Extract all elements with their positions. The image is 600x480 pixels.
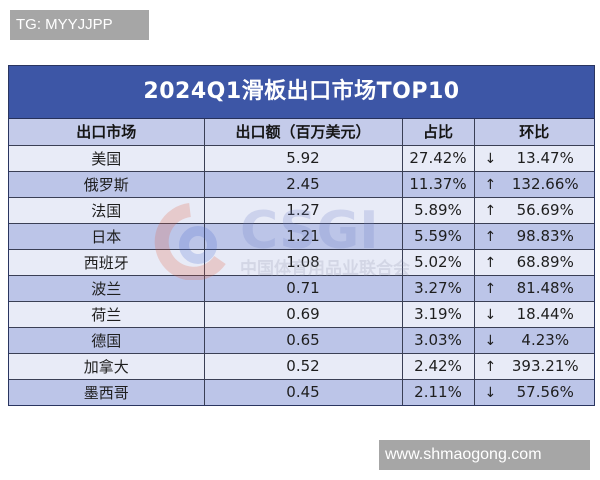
export-table-card: 2024Q1滑板出口市场TOP10 出口市场 出口额（百万美元） 占比 环比 美… <box>8 65 595 406</box>
export-amount-cell: 0.65 <box>203 326 403 354</box>
mom-value: 393.21% <box>511 357 579 375</box>
market-cell: 西班牙 <box>9 248 205 276</box>
table-row: 西班牙 1.08 5.02% ↑ 68.89% <box>9 248 594 276</box>
bottom-site-overlay: www.shmaogong.com <box>379 440 590 470</box>
table-title: 2024Q1滑板出口市场TOP10 <box>9 66 594 119</box>
mom-value: 132.66% <box>511 175 579 193</box>
table-row: 加拿大 0.52 2.42% ↑ 393.21% <box>9 352 594 380</box>
share-cell: 27.42% <box>401 144 475 172</box>
share-cell: 5.59% <box>401 222 475 250</box>
mom-value: 98.83% <box>516 227 574 245</box>
market-cell: 荷兰 <box>9 300 205 328</box>
mom-value: 13.47% <box>516 149 574 167</box>
col-header-market: 出口市场 <box>9 119 205 146</box>
market-cell: 俄罗斯 <box>9 170 205 198</box>
mom-value: 81.48% <box>516 279 574 297</box>
share-cell: 11.37% <box>401 170 475 198</box>
export-amount-cell: 1.08 <box>203 248 403 276</box>
trend-arrow-icon: ↑ <box>484 254 497 271</box>
market-cell: 德国 <box>9 326 205 354</box>
mom-cell: ↓ 57.56% <box>473 378 594 405</box>
table-row: 法国 1.27 5.89% ↑ 56.69% <box>9 196 594 224</box>
share-cell: 3.03% <box>401 326 475 354</box>
header-row: 出口市场 出口额（百万美元） 占比 环比 <box>9 119 594 146</box>
market-cell: 日本 <box>9 222 205 250</box>
market-cell: 法国 <box>9 196 205 224</box>
export-amount-cell: 0.71 <box>203 274 403 302</box>
col-header-export: 出口额（百万美元） <box>203 119 403 146</box>
export-amount-cell: 1.21 <box>203 222 403 250</box>
export-markets-table: 出口市场 出口额（百万美元） 占比 环比 美国 5.92 27.42% ↓ 13… <box>9 119 594 405</box>
mom-cell: ↑ 68.89% <box>473 248 594 276</box>
share-cell: 2.42% <box>401 352 475 380</box>
trend-arrow-icon: ↓ <box>484 306 497 323</box>
mom-cell: ↑ 132.66% <box>473 170 594 198</box>
table-row: 俄罗斯 2.45 11.37% ↑ 132.66% <box>9 170 594 198</box>
mom-value: 4.23% <box>521 331 570 349</box>
export-amount-cell: 0.69 <box>203 300 403 328</box>
share-cell: 5.02% <box>401 248 475 276</box>
trend-arrow-icon: ↑ <box>484 176 497 193</box>
export-amount-cell: 0.52 <box>203 352 403 380</box>
trend-arrow-icon: ↑ <box>484 202 497 219</box>
mom-value: 56.69% <box>516 201 574 219</box>
share-cell: 3.19% <box>401 300 475 328</box>
table-row: 德国 0.65 3.03% ↓ 4.23% <box>9 326 594 354</box>
export-amount-cell: 5.92 <box>203 144 403 172</box>
trend-arrow-icon: ↑ <box>484 358 497 375</box>
top-tag-overlay: TG: MYYJJPP <box>10 10 149 40</box>
table-row: 日本 1.21 5.59% ↑ 98.83% <box>9 222 594 250</box>
mom-cell: ↓ 18.44% <box>473 300 594 328</box>
table-row: 美国 5.92 27.42% ↓ 13.47% <box>9 144 594 172</box>
market-cell: 墨西哥 <box>9 378 205 405</box>
table-row: 墨西哥 0.45 2.11% ↓ 57.56% <box>9 378 594 405</box>
trend-arrow-icon: ↑ <box>484 280 497 297</box>
share-cell: 3.27% <box>401 274 475 302</box>
table-row: 波兰 0.71 3.27% ↑ 81.48% <box>9 274 594 302</box>
mom-cell: ↑ 393.21% <box>473 352 594 380</box>
market-cell: 波兰 <box>9 274 205 302</box>
trend-arrow-icon: ↓ <box>484 384 497 401</box>
mom-cell: ↑ 56.69% <box>473 196 594 224</box>
col-header-mom: 环比 <box>473 119 594 146</box>
export-amount-cell: 2.45 <box>203 170 403 198</box>
table-row: 荷兰 0.69 3.19% ↓ 18.44% <box>9 300 594 328</box>
mom-cell: ↑ 98.83% <box>473 222 594 250</box>
mom-value: 68.89% <box>516 253 574 271</box>
mom-cell: ↓ 4.23% <box>473 326 594 354</box>
trend-arrow-icon: ↓ <box>484 150 497 167</box>
share-cell: 5.89% <box>401 196 475 224</box>
col-header-share: 占比 <box>401 119 475 146</box>
market-cell: 加拿大 <box>9 352 205 380</box>
mom-value: 18.44% <box>516 305 574 323</box>
share-cell: 2.11% <box>401 378 475 405</box>
trend-arrow-icon: ↑ <box>484 228 497 245</box>
market-cell: 美国 <box>9 144 205 172</box>
export-amount-cell: 0.45 <box>203 378 403 405</box>
mom-cell: ↑ 81.48% <box>473 274 594 302</box>
mom-value: 57.56% <box>516 383 574 402</box>
export-amount-cell: 1.27 <box>203 196 403 224</box>
mom-cell: ↓ 13.47% <box>473 144 594 172</box>
trend-arrow-icon: ↓ <box>484 332 497 349</box>
